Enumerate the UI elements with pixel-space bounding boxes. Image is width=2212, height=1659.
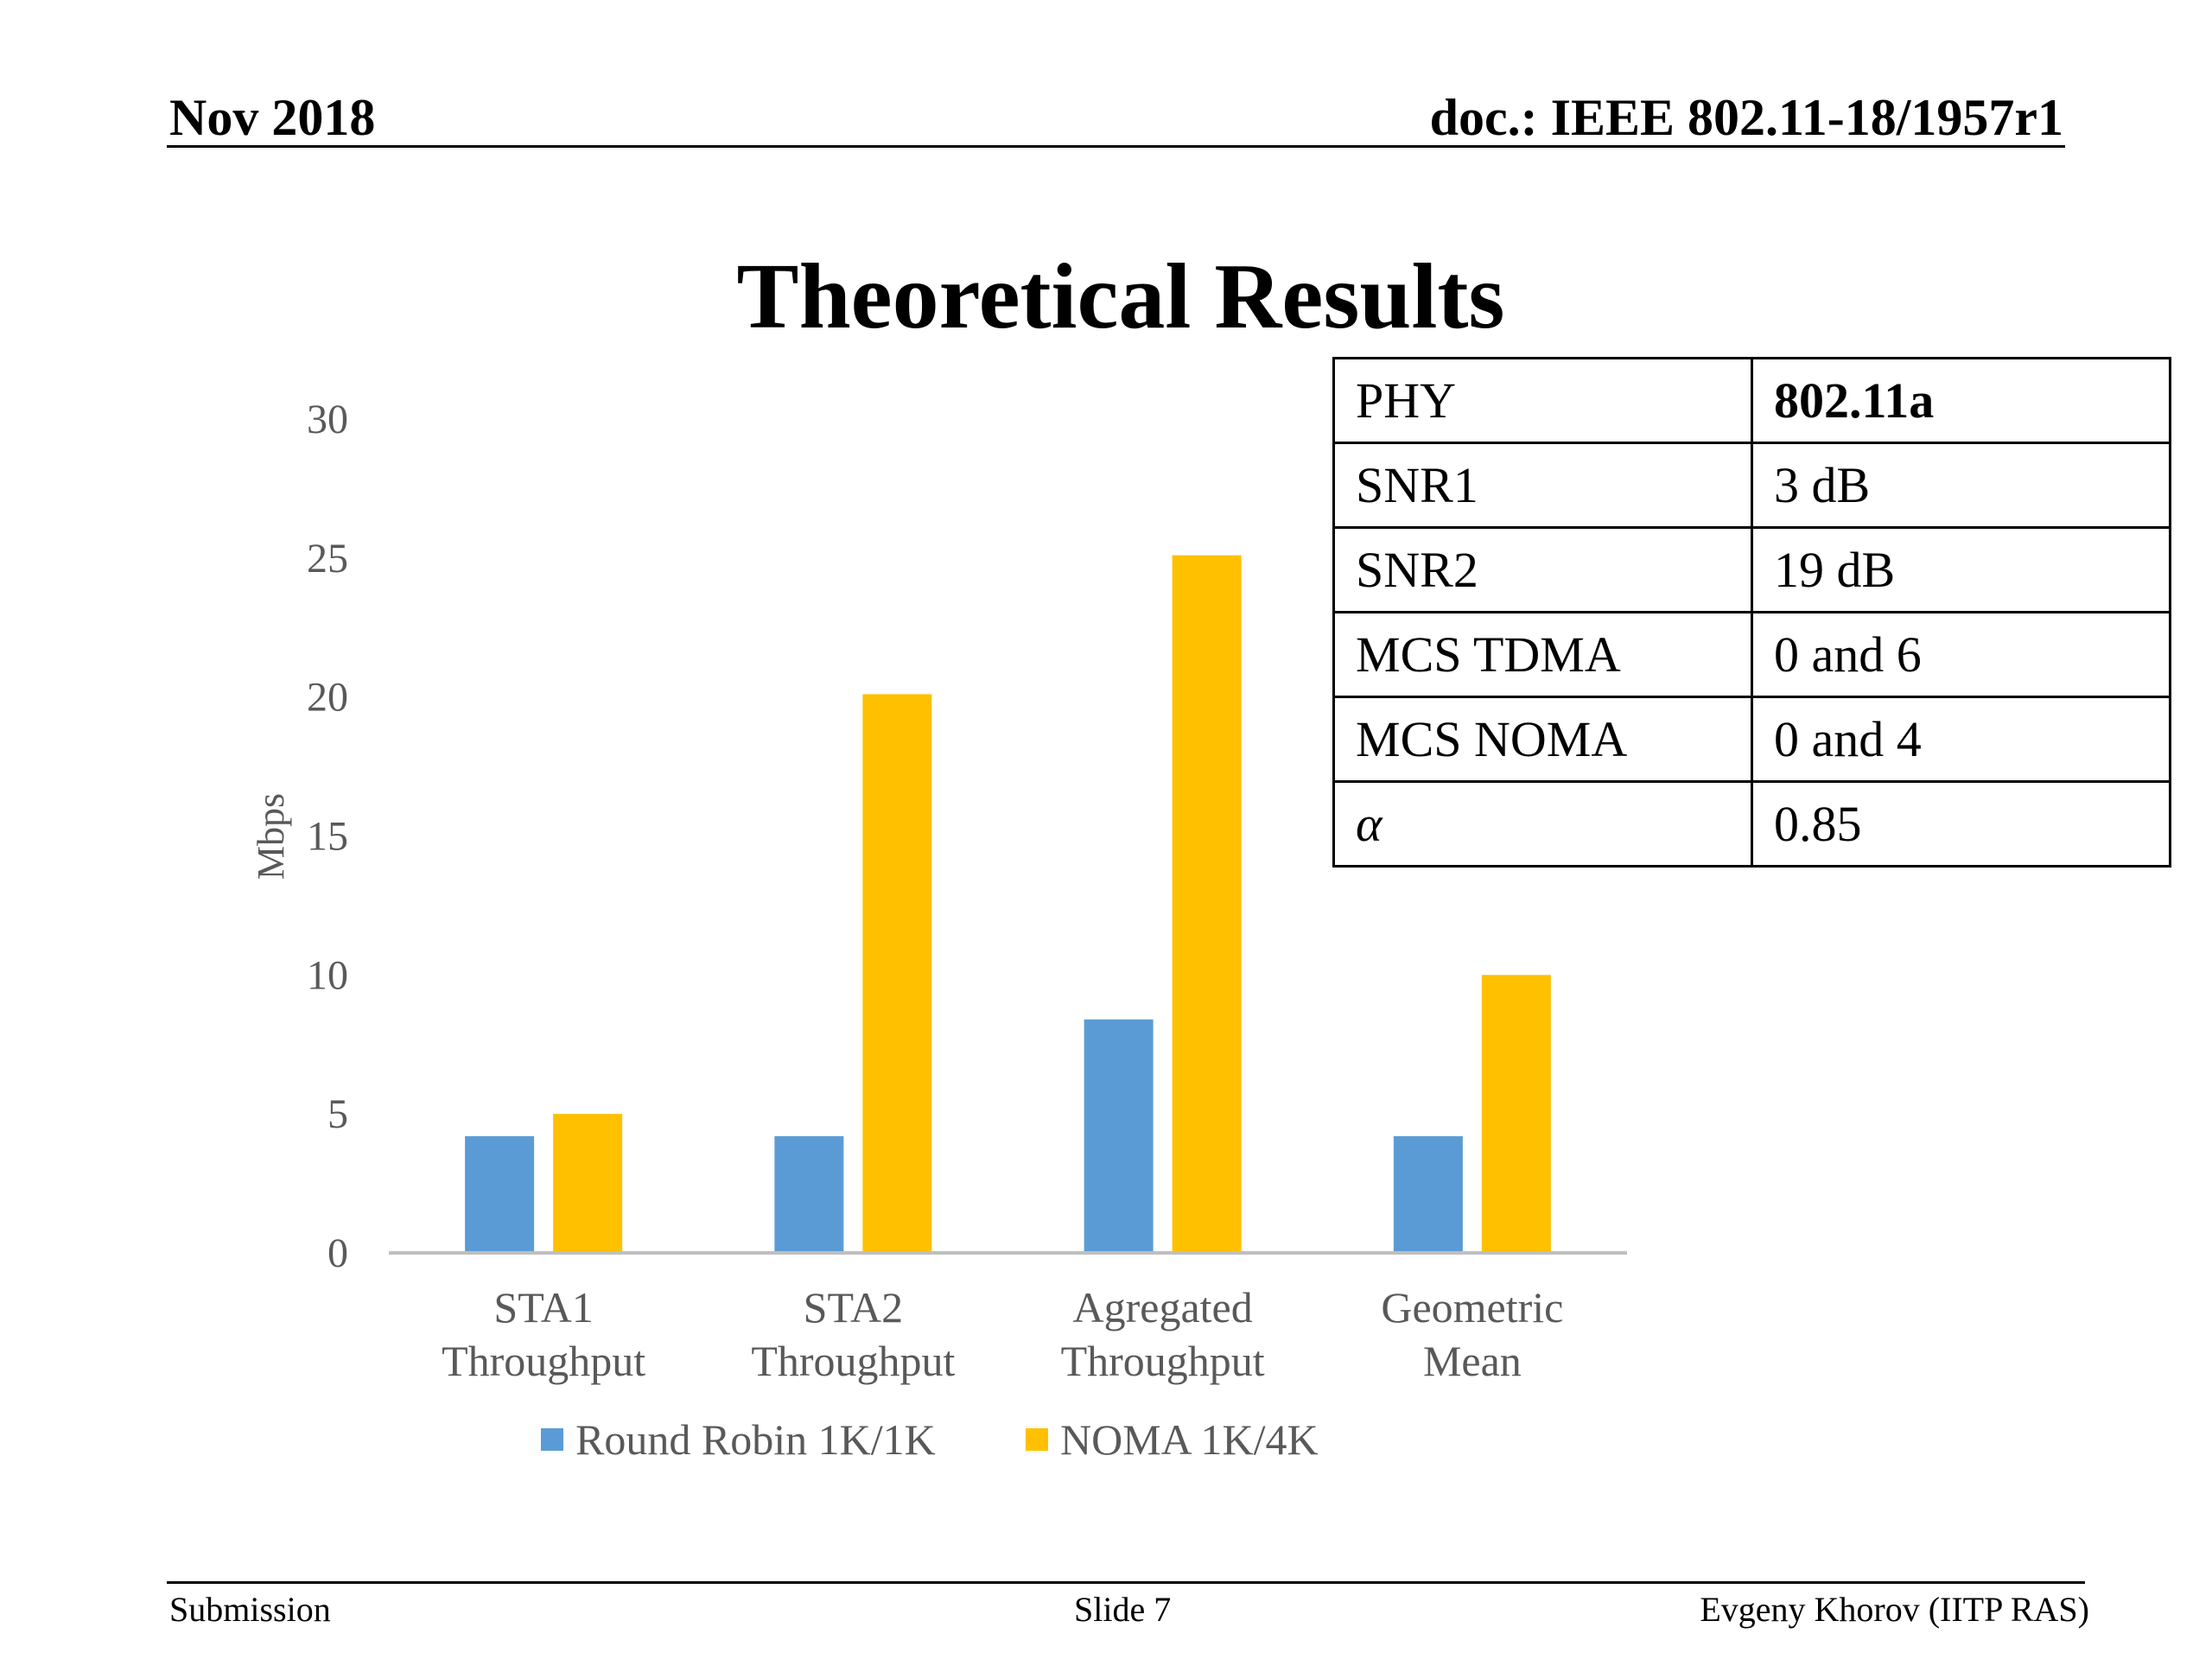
parameter-name: α: [1332, 780, 1753, 868]
parameter-name: SNR2: [1332, 526, 1753, 613]
header-doc-id: doc.: IEEE 802.11-18/1957r1: [1429, 89, 2063, 146]
footer-rule: [167, 1581, 2085, 1584]
parameter-name: MCS NOMA: [1332, 696, 1753, 783]
bar-round-robin: [465, 1135, 535, 1253]
parameters-table-row: SNR2 19 dB: [1332, 526, 2171, 613]
y-tick-label: 10: [307, 952, 348, 998]
bar-round-robin: [1084, 1019, 1154, 1253]
bar-round-robin: [1393, 1135, 1463, 1253]
footer-author: Evgeny Khorov (IITP RAS): [1700, 1590, 2089, 1629]
header-rule: [167, 145, 2065, 148]
header-date: Nov 2018: [169, 89, 376, 146]
parameter-value: 3 dB: [1751, 442, 2171, 529]
y-axis-title: Mbps: [250, 793, 292, 880]
parameters-table-row: SNR1 3 dB: [1332, 442, 2171, 529]
legend: Round Robin 1K/1K NOMA 1K/4K: [541, 1415, 1319, 1464]
y-tick-label: 15: [307, 814, 348, 860]
bar-round-robin: [774, 1135, 844, 1253]
legend-label: Round Robin 1K/1K: [575, 1415, 936, 1464]
footer-submission: Submission: [169, 1590, 331, 1629]
bar-noma: [1481, 975, 1551, 1253]
parameter-value: 0 and 6: [1751, 611, 2171, 698]
legend-label: NOMA 1K/4K: [1060, 1415, 1319, 1464]
parameters-table-row: α 0.85: [1332, 780, 2171, 868]
parameters-table: PHY 802.11a SNR1 3 dB SNR2 19 dB MCS TDMA 0 and…: [1332, 357, 2171, 868]
parameters-table-row: PHY 802.11a: [1332, 357, 2171, 444]
parameter-name: PHY: [1332, 357, 1753, 444]
footer-slide-number: Slide 7: [1074, 1590, 1172, 1629]
x-category-label: STA2 Throughput: [751, 1283, 955, 1385]
parameters-table-row: MCS NOMA 0 and 4: [1332, 696, 2171, 783]
parameter-value: 0 and 4: [1751, 696, 2171, 783]
y-axis-ticks: 0 5 10 15 20 25 30: [307, 397, 348, 1276]
y-tick-label: 25: [307, 536, 348, 582]
parameter-name: SNR1: [1332, 442, 1753, 529]
parameters-table-row: MCS TDMA 0 and 6: [1332, 611, 2171, 698]
parameter-value: 0.85: [1751, 780, 2171, 868]
slide-title: Theoretical Results: [736, 245, 1505, 348]
y-tick-label: 20: [307, 675, 348, 721]
x-category-label: Agregated Throughput: [1061, 1283, 1265, 1385]
y-tick-label: 5: [327, 1091, 348, 1137]
x-axis-categories: STA1 Throughput STA2 Throughput Agregated Thr…: [442, 1283, 1563, 1385]
parameter-name: MCS TDMA: [1332, 611, 1753, 698]
bar-noma: [553, 1114, 623, 1253]
bars: [465, 555, 1551, 1253]
bar-noma: [1172, 555, 1242, 1253]
bar-noma: [862, 694, 932, 1253]
parameter-value: 19 dB: [1751, 526, 2171, 613]
legend-swatch: [541, 1428, 563, 1451]
x-category-label: STA1 Throughput: [442, 1283, 645, 1385]
x-category-label: Geometric Mean: [1381, 1283, 1563, 1385]
y-tick-label: 30: [307, 397, 348, 442]
parameter-value: 802.11a: [1751, 357, 2171, 444]
y-tick-label: 0: [327, 1230, 348, 1276]
legend-swatch: [1026, 1428, 1048, 1451]
